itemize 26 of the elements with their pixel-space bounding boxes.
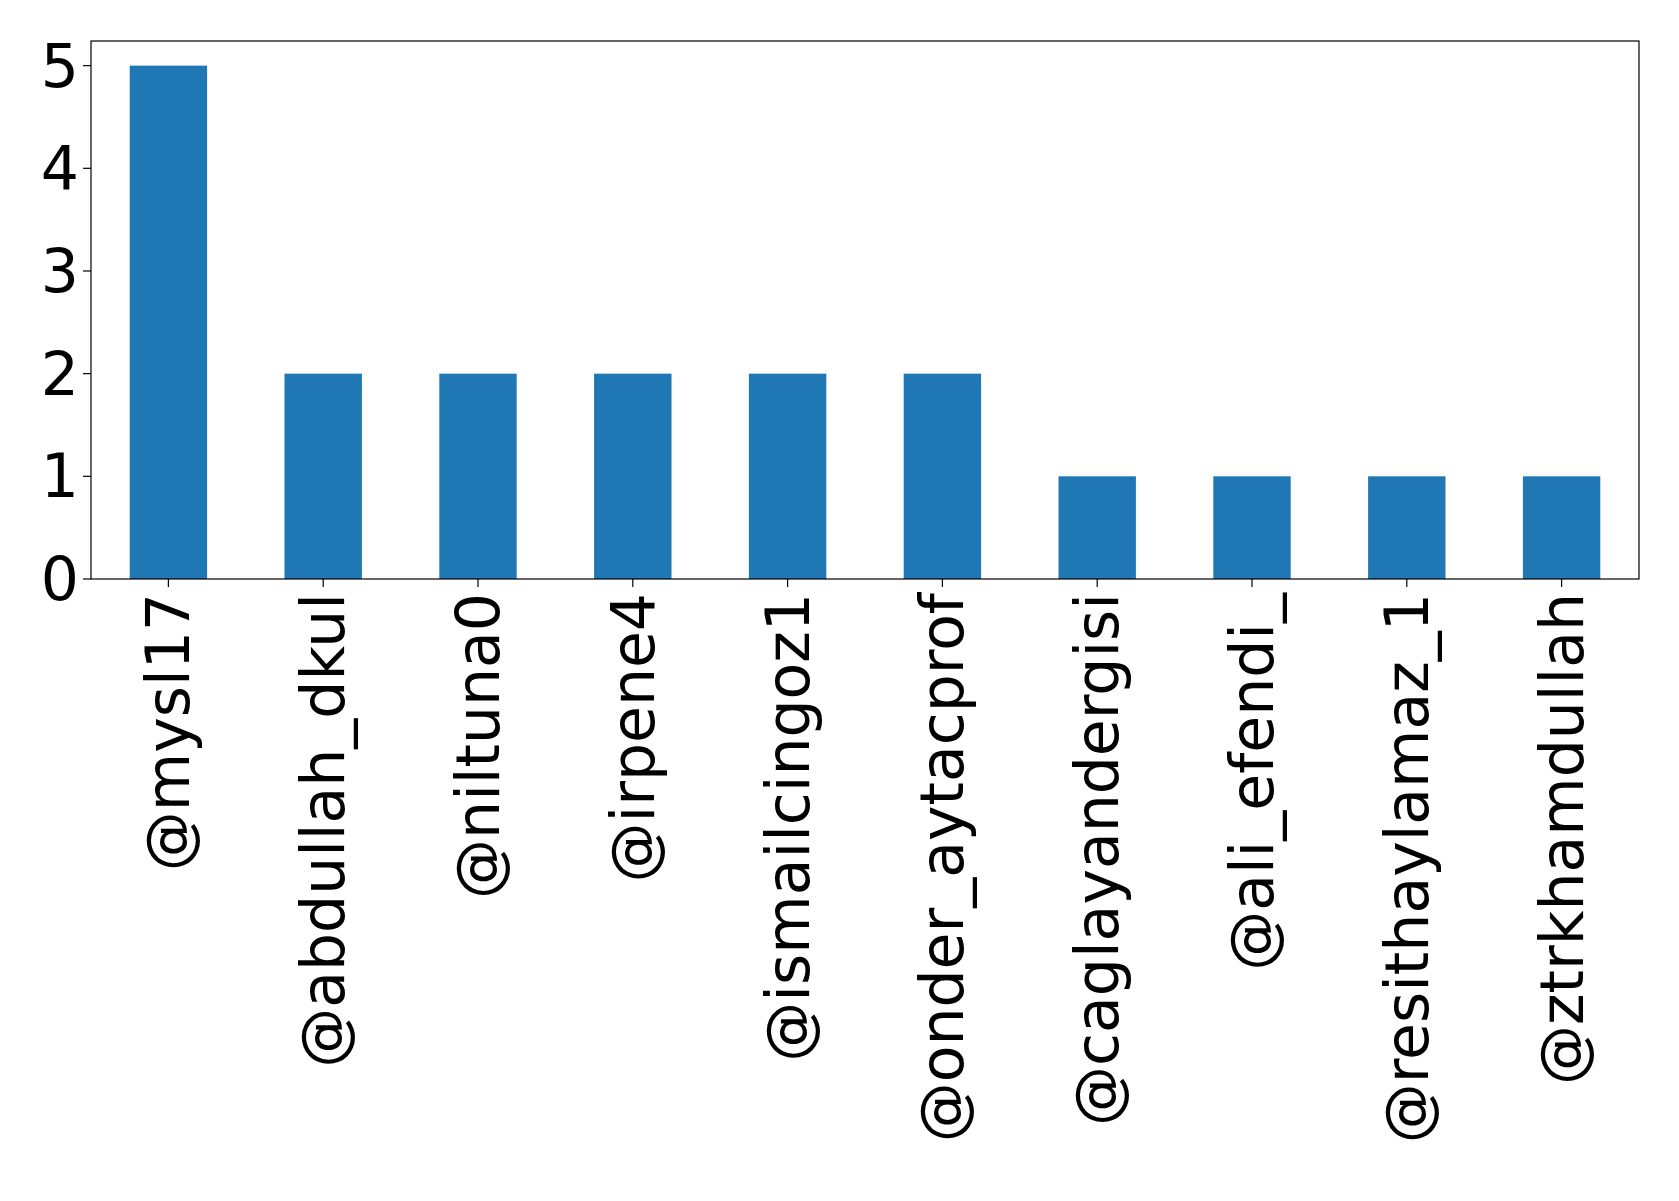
y-tick-label: 2 xyxy=(40,338,79,409)
bar xyxy=(1058,476,1136,579)
bar xyxy=(594,373,672,579)
bar xyxy=(903,373,982,579)
x-tick-label: @ali_efendi_ xyxy=(1217,592,1287,971)
y-tick-label: 5 xyxy=(40,30,79,101)
x-tick-label: @irpene4 xyxy=(597,593,668,883)
bar xyxy=(284,373,362,579)
x-tick-label: @ztrkhamdullah xyxy=(1526,593,1597,1085)
bar xyxy=(1522,476,1601,579)
y-tick-label: 1 xyxy=(40,441,79,512)
bar xyxy=(129,65,208,579)
x-tick-label: @resithaylamaz_1 xyxy=(1371,593,1442,1144)
y-tick-label: 0 xyxy=(40,544,79,614)
bar xyxy=(1368,476,1446,579)
x-tick-label: @abdullah_dkul xyxy=(288,593,359,1068)
x-tick-label: @caglayandergisi xyxy=(1062,593,1133,1126)
bar xyxy=(1213,476,1291,579)
y-tick-label: 4 xyxy=(40,133,79,204)
x-tick-label: @niltuna0 xyxy=(443,593,513,899)
x-tick-label: @ismailcingoz1 xyxy=(752,593,823,1062)
x-tick-label: @mysl17 xyxy=(133,593,204,872)
y-tick-label: 3 xyxy=(40,235,79,306)
bar xyxy=(439,373,517,579)
x-tick-label: @onder_aytacprof xyxy=(907,591,978,1143)
bar xyxy=(748,373,827,579)
